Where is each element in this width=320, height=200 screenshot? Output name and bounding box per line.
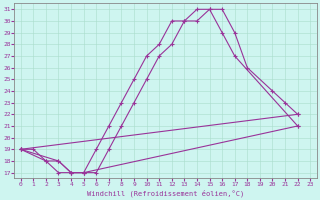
X-axis label: Windchill (Refroidissement éolien,°C): Windchill (Refroidissement éolien,°C) [87, 189, 244, 197]
